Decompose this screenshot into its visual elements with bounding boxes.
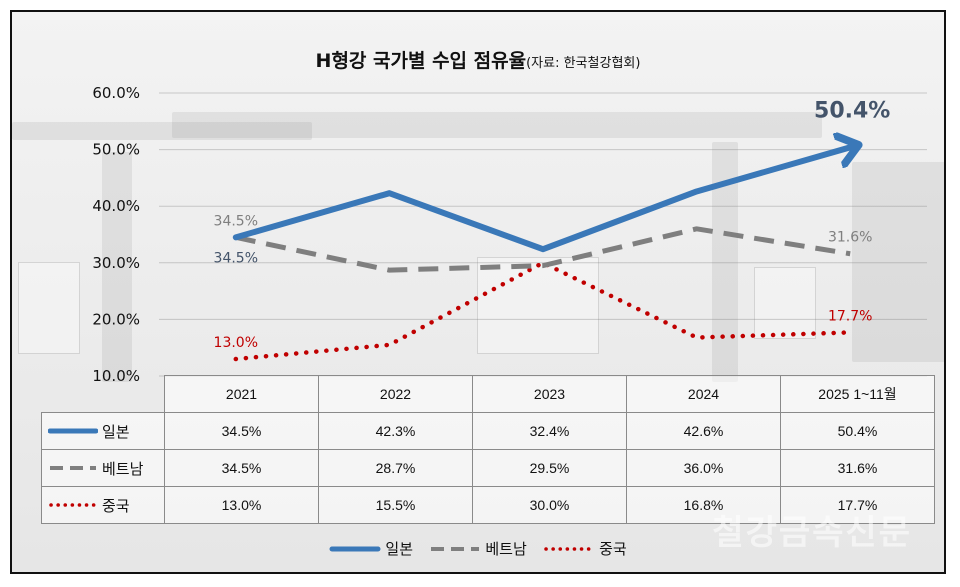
legend-item-vietnam: 베트남 bbox=[429, 538, 527, 559]
bg-beam bbox=[102, 152, 132, 382]
row-header-china: 중국 bbox=[41, 486, 165, 524]
table-cell: 29.5% bbox=[472, 449, 627, 487]
table-cell: 17.7% bbox=[780, 486, 935, 524]
y-tick-label: 40.0% bbox=[92, 197, 140, 215]
y-tick-label: 50.0% bbox=[92, 141, 140, 159]
table-cell: 34.5% bbox=[164, 449, 319, 487]
table-row: 중국 13.0% 15.5% 30.0% 16.8% 17.7% bbox=[41, 486, 935, 524]
table-cell: 13.0% bbox=[164, 486, 319, 524]
legend-item-china: 중국 bbox=[543, 538, 627, 559]
series-name: 베트남 bbox=[102, 460, 144, 478]
series-line-베트남 bbox=[235, 226, 851, 273]
table-header-row: 2021 2022 2023 2024 2025 1~11월 bbox=[41, 375, 935, 413]
data-label: 34.5% bbox=[214, 250, 258, 266]
japan-line-swatch bbox=[48, 428, 98, 434]
table-cell: 42.6% bbox=[626, 412, 781, 450]
legend-item-japan: 일본 bbox=[329, 538, 413, 559]
chart-legend: 일본 베트남 중국 bbox=[12, 538, 944, 559]
table-cell: 30.0% bbox=[472, 486, 627, 524]
table-cell: 42.3% bbox=[318, 412, 473, 450]
legend-label: 일본 bbox=[385, 541, 414, 558]
chart-title-line: H형강 국가별 수입 점유율(자료: 한국철강협회) bbox=[12, 46, 944, 73]
row-header-japan: 일본 bbox=[41, 412, 165, 450]
table-header-cell: 2022 bbox=[318, 375, 473, 413]
table-header-cell: 2021 bbox=[164, 375, 319, 413]
table-cell: 32.4% bbox=[472, 412, 627, 450]
data-label: 34.5% bbox=[214, 213, 258, 229]
table-cell: 16.8% bbox=[626, 486, 781, 524]
table-row: 베트남 34.5% 28.7% 29.5% 36.0% 31.6% bbox=[41, 449, 935, 487]
legend-label: 중국 bbox=[599, 541, 627, 558]
table-header-cell: 2025 1~11월 bbox=[780, 375, 935, 413]
series-name: 중국 bbox=[102, 497, 130, 515]
data-table: 2021 2022 2023 2024 2025 1~11월 일본 34.5% … bbox=[41, 375, 935, 524]
legend-label: 베트남 bbox=[485, 541, 527, 558]
table-header-cell: 2023 bbox=[472, 375, 627, 413]
data-label: 50.4% bbox=[814, 98, 890, 123]
table-cell: 36.0% bbox=[626, 449, 781, 487]
table-cell: 34.5% bbox=[164, 412, 319, 450]
series-line-중국 bbox=[233, 260, 853, 362]
table-cell: 28.7% bbox=[318, 449, 473, 487]
table-header-cell: 2024 bbox=[626, 375, 781, 413]
bg-tag bbox=[477, 257, 599, 354]
y-tick-label: 60.0% bbox=[92, 84, 140, 102]
data-label: 13.0% bbox=[214, 335, 258, 351]
table-row: 일본 34.5% 42.3% 32.4% 42.6% 50.4% bbox=[41, 412, 935, 450]
data-label: 17.7% bbox=[828, 308, 872, 324]
bg-beam bbox=[172, 112, 822, 138]
china-line-swatch bbox=[49, 503, 98, 507]
y-tick-label: 20.0% bbox=[92, 310, 140, 328]
table-cell: 15.5% bbox=[318, 486, 473, 524]
chart-source: (자료: 한국철강협회) bbox=[526, 56, 641, 71]
table-cell: 50.4% bbox=[780, 412, 935, 450]
table-cell: 31.6% bbox=[780, 449, 935, 487]
legend-swatch-vietnam bbox=[431, 546, 480, 551]
chart-frame: H형강 국가별 수입 점유율(자료: 한국철강협회) 10.0% 20.0% 30.… bbox=[10, 10, 946, 574]
series-line-일본 bbox=[232, 146, 857, 253]
vietnam-line-swatch bbox=[50, 466, 96, 470]
bg-beam bbox=[12, 122, 312, 140]
series-name: 일본 bbox=[102, 423, 130, 441]
table-corner bbox=[41, 375, 165, 413]
watermark: 철강금속신문 bbox=[712, 513, 912, 553]
chart-title: H형강 국가별 수입 점유율 bbox=[315, 50, 527, 72]
row-header-vietnam: 베트남 bbox=[41, 449, 165, 487]
data-label: 31.6% bbox=[828, 230, 872, 246]
bg-tag bbox=[18, 262, 80, 354]
y-tick-label: 30.0% bbox=[92, 254, 140, 272]
legend-swatch-japan bbox=[329, 546, 381, 551]
bg-tag bbox=[754, 267, 816, 339]
legend-swatch-china bbox=[544, 546, 594, 551]
bg-beam bbox=[852, 162, 944, 362]
